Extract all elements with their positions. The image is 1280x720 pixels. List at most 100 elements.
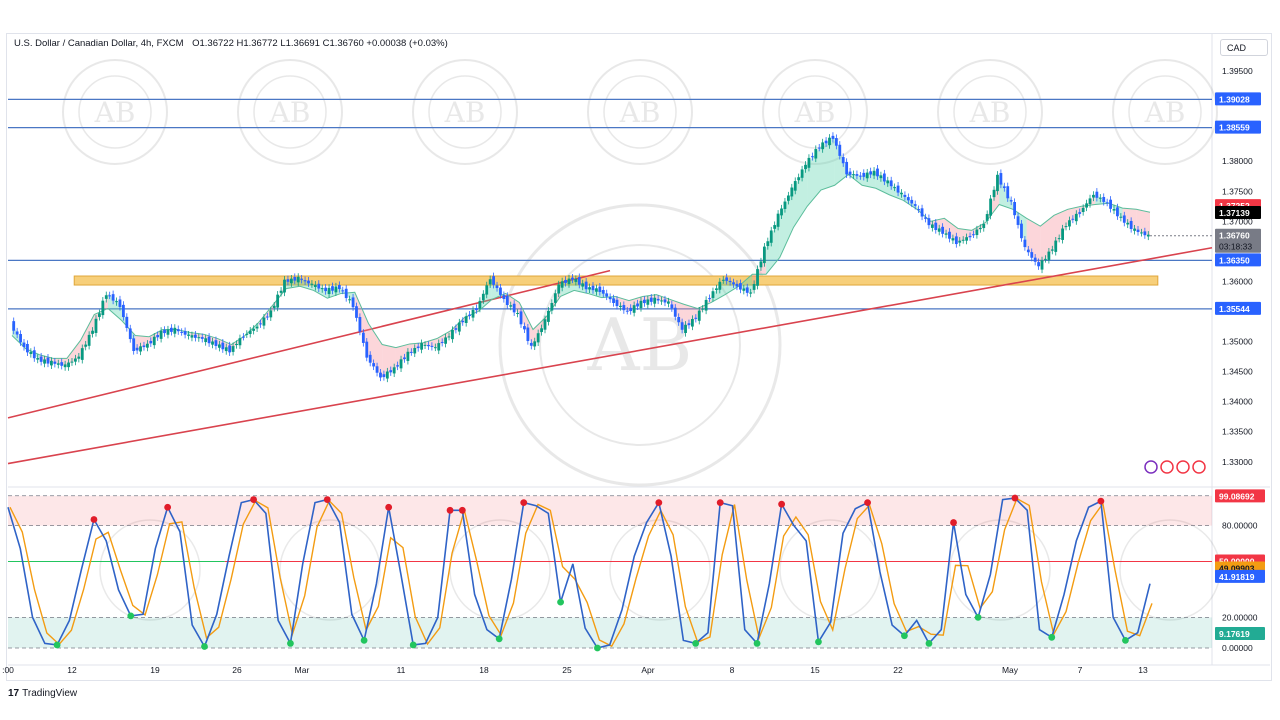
candle-body <box>745 287 749 293</box>
candle-body <box>200 337 204 339</box>
candle-body <box>368 354 372 363</box>
trough-marker <box>815 638 822 646</box>
watermark-seal-ring <box>428 75 502 149</box>
watermark-seal-osc <box>609 519 711 621</box>
candle-body <box>1013 201 1017 216</box>
candle-body <box>46 357 50 364</box>
candle-body <box>598 286 602 292</box>
time-tick-label: 15 <box>810 665 820 675</box>
candle-body <box>858 175 862 177</box>
candle-body <box>156 335 160 338</box>
candle-body <box>159 330 163 339</box>
candle-body <box>1098 197 1102 199</box>
candle-body <box>1109 199 1112 209</box>
candle-body <box>122 304 125 318</box>
candle-body <box>691 318 694 327</box>
price-tick-label: 1.35000 <box>1222 337 1253 347</box>
candle-body <box>965 237 969 241</box>
candle-body <box>927 218 931 226</box>
candle-body <box>252 328 256 331</box>
cloud-segment <box>697 296 712 318</box>
candle-body <box>886 180 890 184</box>
watermark-mono: AB <box>969 96 1011 129</box>
candle-body <box>324 287 328 292</box>
candle-body <box>457 322 461 332</box>
candle-body <box>286 279 290 282</box>
cloud-segment <box>1012 203 1027 249</box>
candle-body <box>173 327 177 334</box>
cloud-segment <box>25 347 40 360</box>
cloud-segment <box>1081 194 1096 213</box>
candle-body <box>718 281 722 290</box>
level-price-tag <box>1215 301 1261 315</box>
candle-body <box>310 283 314 285</box>
candle-body <box>70 361 74 363</box>
candle-body <box>26 343 29 353</box>
osc-value-tag-label: 49.09903 <box>1219 563 1255 573</box>
cloud-segment <box>971 222 986 237</box>
candle-body <box>632 305 636 313</box>
flag-icon <box>1192 460 1206 474</box>
watermark-seal-osc <box>949 519 1051 621</box>
trough-marker <box>495 635 503 643</box>
candle-body <box>584 281 588 290</box>
candle-body <box>505 295 509 305</box>
candle-body <box>80 348 84 360</box>
candle-body <box>382 374 386 378</box>
candle-body <box>111 294 115 301</box>
candle-body <box>204 338 208 343</box>
candle-body <box>481 293 485 301</box>
price-tick-label: 1.36000 <box>1222 276 1253 286</box>
candle-body <box>36 358 40 360</box>
price-tag <box>1215 205 1261 219</box>
tradingview-logo[interactable]: 17 TradingView <box>8 688 78 699</box>
candle-body <box>924 217 927 219</box>
cloud-segment <box>903 194 917 210</box>
candle-body <box>283 279 286 293</box>
candle-body <box>361 332 365 343</box>
candle-body <box>214 340 218 346</box>
candle-body <box>913 204 917 206</box>
candle-body <box>670 304 674 309</box>
candle-body <box>773 225 777 229</box>
candle-body <box>677 317 681 323</box>
candle-body <box>721 279 725 281</box>
price-tick-label: 1.39500 <box>1222 66 1253 76</box>
osc-value-tag-label: 9.17619 <box>1219 629 1250 639</box>
candle-body <box>289 278 293 284</box>
trough-marker <box>901 632 908 640</box>
candle-body <box>50 360 53 366</box>
symbol-header[interactable]: U.S. Dollar / Canadian Dollar, 4h, FXCM … <box>14 38 448 49</box>
cloud-segment <box>820 137 835 191</box>
candle-body <box>235 343 238 346</box>
candle-body <box>848 171 852 175</box>
candle-body <box>622 305 626 311</box>
candle-body <box>893 187 897 189</box>
candle-body <box>656 298 660 301</box>
price-tag <box>1215 228 1261 253</box>
candle-body <box>810 156 814 158</box>
osc-value-tag <box>1215 626 1265 640</box>
candle-body <box>406 351 410 361</box>
candle-body <box>396 365 400 367</box>
candle-body <box>852 174 855 176</box>
candle-body <box>430 345 434 347</box>
price-tick-label: 1.34500 <box>1222 367 1253 377</box>
cloud-segment <box>107 293 122 321</box>
cloud-segment <box>423 338 438 348</box>
candle-body <box>420 343 424 350</box>
candle-body <box>499 287 502 295</box>
cloud-segment <box>53 358 67 366</box>
candle-body <box>540 328 543 332</box>
cloud-segment <box>176 329 191 336</box>
cloud-segment <box>368 323 383 378</box>
candle-body <box>862 172 866 177</box>
candle-body <box>533 341 537 347</box>
candle-body <box>845 161 849 175</box>
candle-body <box>228 345 232 353</box>
candle-body <box>917 209 921 211</box>
currency-button[interactable]: CAD <box>1220 39 1268 56</box>
level-price-tag-label: 1.35544 <box>1219 304 1250 314</box>
watermark-seal-ring <box>1128 75 1202 149</box>
